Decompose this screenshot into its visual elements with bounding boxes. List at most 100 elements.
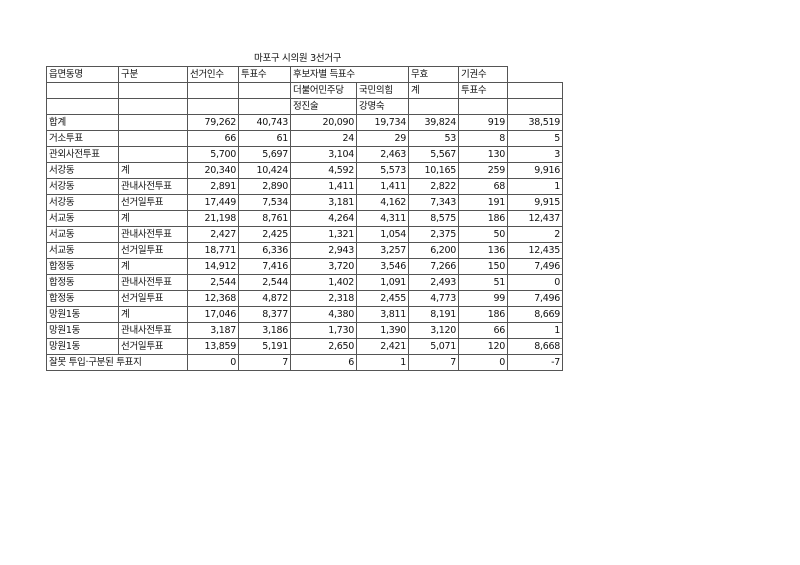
cell-invalid: 191 — [458, 194, 508, 211]
cell-category: 관내사전투표 — [118, 322, 188, 339]
cell-electors: 13,859 — [187, 338, 239, 355]
cell-candidate: 4,592 — [290, 162, 357, 179]
cell-abstention: 9,915 — [507, 194, 563, 211]
cell-votes: 6,336 — [238, 242, 291, 259]
header-cell-votes: 투표수 — [238, 66, 291, 83]
cell-district: 잘못 투입·구분된 투표지 — [46, 354, 188, 371]
cell-candidate-2: 3,546 — [356, 258, 409, 275]
cell-total: 7,343 — [408, 194, 459, 211]
header-cell-abstention: 기권수 — [458, 66, 508, 83]
cell-electors: 3,187 — [187, 322, 239, 339]
table-row: 망원1동 계 17,046 8,377 4,380 3,811 8,191 186 8,669 — [46, 306, 563, 323]
cell-electors: 18,771 — [187, 242, 239, 259]
cell-votes: 5,191 — [238, 338, 291, 355]
header-cell-category — [118, 82, 188, 99]
cell-category — [118, 114, 188, 131]
cell-votes: 2,425 — [238, 226, 291, 243]
cell-abstention: 5 — [507, 130, 563, 147]
cell-votes: 8,761 — [238, 210, 291, 227]
header-cell-electors: 선거인수 — [187, 66, 239, 83]
cell-candidate-2: 1 — [356, 354, 409, 371]
cell-category: 선거일투표 — [118, 338, 188, 355]
cell-invalid: 130 — [458, 146, 508, 163]
cell-category: 계 — [118, 258, 188, 275]
cell-votes: 61 — [238, 130, 291, 147]
cell-total: 4,773 — [408, 290, 459, 307]
cell-total: 6,200 — [408, 242, 459, 259]
cell-invalid: 136 — [458, 242, 508, 259]
cell-electors: 17,046 — [187, 306, 239, 323]
cell-abstention: -7 — [507, 354, 563, 371]
cell-candidate: 6 — [290, 354, 357, 371]
cell-votes: 10,424 — [238, 162, 291, 179]
cell-total: 2,822 — [408, 178, 459, 195]
header-cell-abstention — [507, 98, 563, 115]
cell-district: 망원1동 — [46, 306, 119, 323]
cell-abstention: 7,496 — [507, 258, 563, 275]
cell-candidate-2: 1,411 — [356, 178, 409, 195]
cell-total: 8,191 — [408, 306, 459, 323]
header-row: 정진술 강명숙 — [46, 98, 563, 115]
header-cell-category: 구분 — [118, 66, 188, 83]
cell-total: 3,120 — [408, 322, 459, 339]
header-cell-candidate-2: 국민의힘 — [356, 82, 409, 99]
cell-candidate-2: 2,455 — [356, 290, 409, 307]
cell-total: 8,575 — [408, 210, 459, 227]
cell-candidate: 4,264 — [290, 210, 357, 227]
cell-candidate-2: 4,162 — [356, 194, 409, 211]
header-cell-district: 읍면동명 — [46, 66, 119, 83]
cell-total: 2,493 — [408, 274, 459, 291]
cell-candidate-2: 1,390 — [356, 322, 409, 339]
cell-candidate: 24 — [290, 130, 357, 147]
cell-district: 합정동 — [46, 258, 119, 275]
header-cell-invalid: 무효 — [408, 66, 459, 83]
sheet-title: 마포구 시의원 3선거구 — [254, 53, 342, 64]
cell-candidate: 2,943 — [290, 242, 357, 259]
cell-invalid: 68 — [458, 178, 508, 195]
cell-invalid: 0 — [458, 354, 508, 371]
cell-votes: 8,377 — [238, 306, 291, 323]
cell-candidate-2: 1,054 — [356, 226, 409, 243]
cell-electors: 0 — [187, 354, 239, 371]
cell-candidate: 1,402 — [290, 274, 357, 291]
cell-abstention: 8,668 — [507, 338, 563, 355]
cell-votes: 4,872 — [238, 290, 291, 307]
cell-district: 합정동 — [46, 274, 119, 291]
table-row: 서강동 관내사전투표 2,891 2,890 1,411 1,411 2,822 68 1 — [46, 178, 563, 195]
table-row: 망원1동 관내사전투표 3,187 3,186 1,730 1,390 3,120 66 1 — [46, 322, 563, 339]
cell-abstention: 3 — [507, 146, 563, 163]
cell-votes: 5,697 — [238, 146, 291, 163]
cell-category: 선거일투표 — [118, 242, 188, 259]
cell-invalid: 99 — [458, 290, 508, 307]
cell-invalid: 66 — [458, 322, 508, 339]
cell-electors: 2,427 — [187, 226, 239, 243]
cell-invalid: 51 — [458, 274, 508, 291]
cell-candidate-2: 5,573 — [356, 162, 409, 179]
cell-votes: 40,743 — [238, 114, 291, 131]
cell-abstention: 38,519 — [507, 114, 563, 131]
header-cell-district — [46, 82, 119, 99]
header-cell-total — [408, 98, 459, 115]
table-row: 합정동 선거일투표 12,368 4,872 2,318 2,455 4,773 99 7,49… — [46, 290, 563, 307]
cell-district: 서교동 — [46, 226, 119, 243]
cell-votes: 2,890 — [238, 178, 291, 195]
cell-district: 서교동 — [46, 210, 119, 227]
cell-category: 선거일투표 — [118, 290, 188, 307]
header-cell-candidate: 정진술 — [290, 98, 357, 115]
cell-votes: 2,544 — [238, 274, 291, 291]
table-row: 관외사전투표 5,700 5,697 3,104 2,463 5,567 130 3 — [46, 146, 563, 163]
header-cell-category — [118, 98, 188, 115]
cell-candidate: 1,411 — [290, 178, 357, 195]
header-cell-votes — [238, 98, 291, 115]
table-row: 합정동 계 14,912 7,416 3,720 3,546 7,266 150 7,496 — [46, 258, 563, 275]
cell-electors: 21,198 — [187, 210, 239, 227]
table-row: 망원1동 선거일투표 13,859 5,191 2,650 2,421 5,071 120 8,… — [46, 338, 563, 355]
cell-electors: 17,449 — [187, 194, 239, 211]
cell-candidate-2: 1,091 — [356, 274, 409, 291]
header-cell-invalid: 투표수 — [458, 82, 508, 99]
results-table: 읍면동명 구분 선거인수 투표수 후보자별 득표수 무효 기권수 더불어민주당 국민의힘 계 투표수… — [46, 66, 563, 371]
cell-candidate-2: 19,734 — [356, 114, 409, 131]
header-cell-total: 계 — [408, 82, 459, 99]
cell-invalid: 919 — [458, 114, 508, 131]
cell-total: 5,071 — [408, 338, 459, 355]
